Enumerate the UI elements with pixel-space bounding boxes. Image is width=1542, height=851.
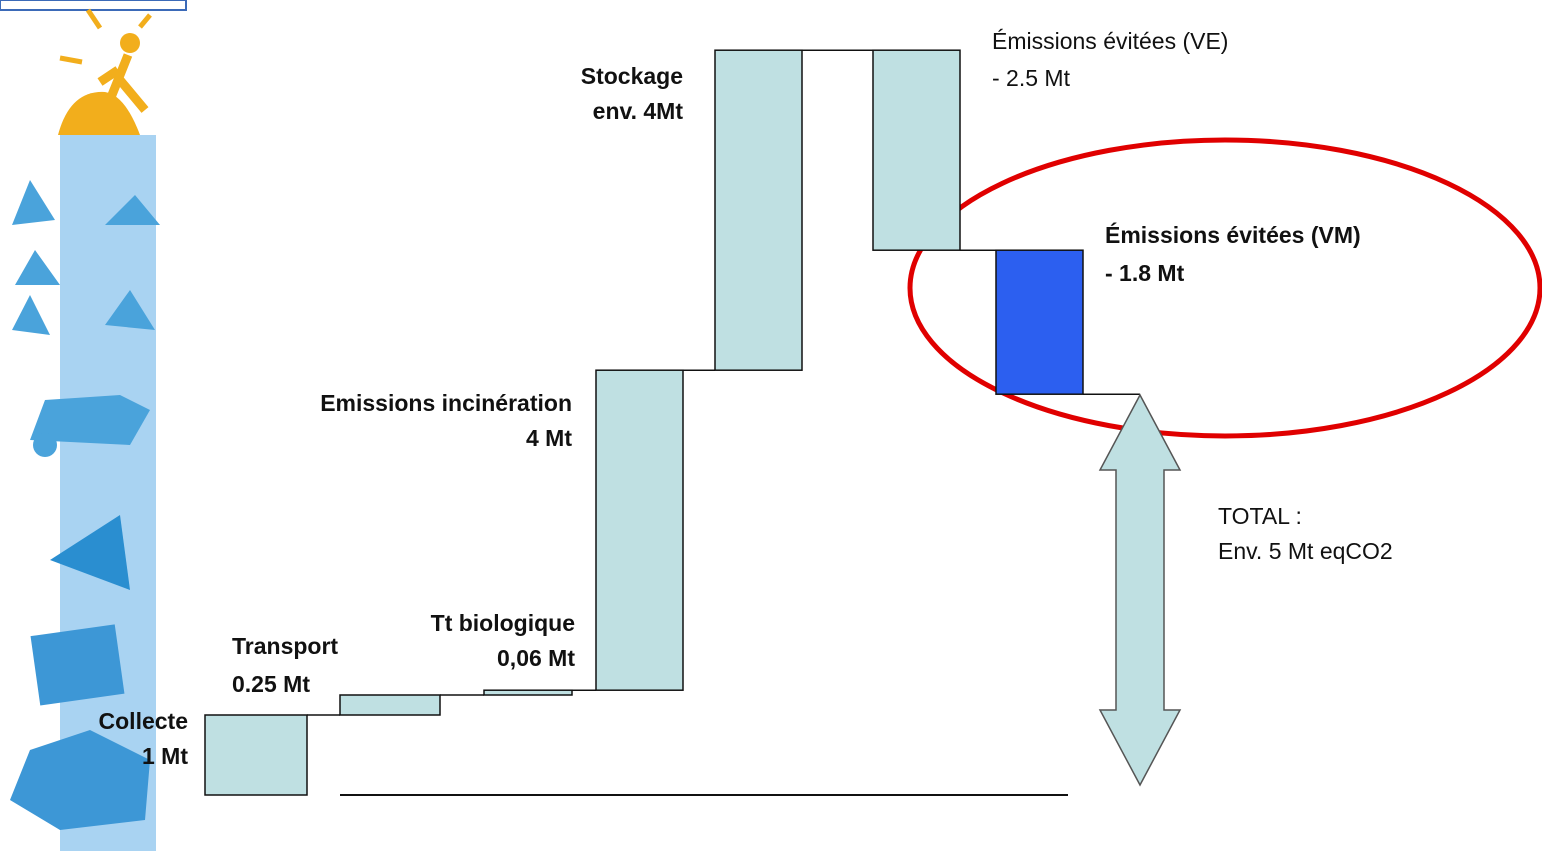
- logo-box: [0, 0, 187, 11]
- block: [50, 515, 130, 590]
- value-label: 4 Mt: [526, 425, 572, 451]
- category-label: Émissions évitées (VM): [1105, 221, 1361, 248]
- bar: [872, 49, 961, 251]
- side-band: [60, 135, 156, 851]
- bar: [339, 694, 441, 716]
- total-value-label: Env. 5 Mt eqCO2: [1218, 538, 1393, 564]
- category-label: Emissions incinération: [320, 390, 572, 416]
- total-label: TOTAL :: [1218, 503, 1302, 529]
- panel: [30, 624, 125, 706]
- value-label: - 1.8 Mt: [1105, 260, 1185, 286]
- category-label: Stockage: [581, 63, 683, 89]
- heap: [10, 730, 150, 830]
- bar: [714, 49, 803, 371]
- highlight-ellipse: [907, 137, 1542, 439]
- sun-hill: [58, 91, 140, 135]
- walking-figure: [95, 53, 149, 132]
- value-label: - 2.5 Mt: [992, 65, 1071, 91]
- value-label: 0.25 Mt: [232, 671, 310, 697]
- value-label: 1 Mt: [142, 743, 188, 769]
- pyramids: [12, 180, 160, 335]
- value-label: 0,06 Mt: [497, 645, 575, 671]
- bar: [483, 689, 573, 696]
- sun-rays: [59, 8, 152, 65]
- category-label: Émissions évitées (VE): [992, 28, 1228, 54]
- figure-head: [120, 33, 140, 53]
- bar: [595, 369, 684, 691]
- decoration: [0, 0, 187, 851]
- category-label: Transport: [232, 633, 338, 659]
- wheel: [33, 433, 57, 457]
- machine: [30, 395, 150, 445]
- total-arrow: [1098, 393, 1182, 787]
- bar: [204, 714, 308, 796]
- category-label: Tt biologique: [431, 610, 575, 636]
- bar: [995, 249, 1084, 395]
- category-label: Collecte: [99, 708, 188, 734]
- value-label: env. 4Mt: [593, 98, 684, 124]
